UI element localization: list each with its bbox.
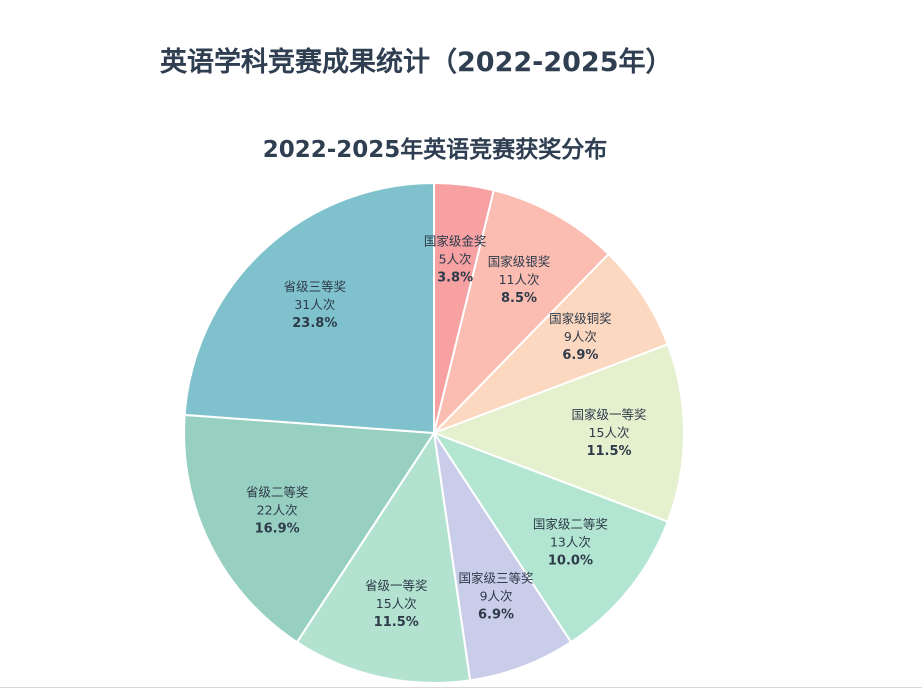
slice-label-value: 9人次 xyxy=(564,329,597,344)
slice-label-value: 31人次 xyxy=(294,297,335,312)
slice-label-1: 国家级银奖 11人次 8.5% xyxy=(488,254,551,306)
slice-label-value: 15人次 xyxy=(376,596,417,611)
slice-label-name: 省级三等奖 xyxy=(284,279,347,294)
slice-label-percent: 10.0% xyxy=(548,554,593,569)
slice-label-7: 省级二等奖 22人次 16.9% xyxy=(246,485,309,537)
slice-label-percent: 11.5% xyxy=(374,615,419,630)
pie-slice-5 xyxy=(433,432,573,682)
pie-slice-8 xyxy=(183,181,435,435)
slice-label-8: 省级三等奖 31人次 23.8% xyxy=(284,279,347,331)
slice-label-percent: 16.9% xyxy=(255,522,300,537)
slice-label-0: 国家级金奖 5人次 3.8% xyxy=(424,233,487,285)
bottom-divider xyxy=(0,687,922,688)
slice-label-2: 国家级铜奖 9人次 6.9% xyxy=(549,311,612,363)
slice-label-name: 国家级铜奖 xyxy=(549,311,612,326)
slice-label-percent: 6.9% xyxy=(478,608,514,623)
pie-slice-6 xyxy=(295,430,472,684)
slice-label-percent: 8.5% xyxy=(501,291,537,306)
slice-label-percent: 11.5% xyxy=(586,444,631,459)
slice-label-percent: 6.9% xyxy=(562,348,598,363)
pie-slice-7 xyxy=(183,413,436,644)
pie-slice-1 xyxy=(432,189,611,437)
slice-label-value: 13人次 xyxy=(550,535,591,550)
slice-label-6: 省级一等奖 15人次 11.5% xyxy=(365,578,428,630)
slice-label-value: 9人次 xyxy=(480,589,513,604)
pie-slice-3 xyxy=(431,343,685,523)
slice-label-name: 国家级二等奖 xyxy=(533,517,608,532)
slice-label-name: 国家级金奖 xyxy=(424,233,487,248)
chart-title: 2022-2025年英语竞赛获奖分布 xyxy=(262,137,608,163)
pie-slice-4 xyxy=(431,430,670,644)
slice-label-percent: 3.8% xyxy=(437,270,473,285)
pie-slice-2 xyxy=(433,252,670,434)
page-title: 英语学科竞赛成果统计（2022-2025年） xyxy=(160,47,673,78)
slice-label-percent: 23.8% xyxy=(292,316,337,331)
slice-label-4: 国家级二等奖 13人次 10.0% xyxy=(533,517,608,569)
slice-label-value: 15人次 xyxy=(589,425,630,440)
slice-label-name: 国家级银奖 xyxy=(488,254,551,269)
slice-label-name: 国家级三等奖 xyxy=(459,571,534,586)
slice-label-name: 省级一等奖 xyxy=(365,578,428,593)
slice-label-name: 国家级一等奖 xyxy=(571,407,646,422)
slice-label-5: 国家级三等奖 9人次 6.9% xyxy=(459,571,534,623)
slice-label-value: 22人次 xyxy=(257,503,298,518)
slice-label-value: 11人次 xyxy=(499,272,540,287)
slice-label-name: 省级二等奖 xyxy=(246,485,309,500)
slice-label-value: 5人次 xyxy=(439,251,472,266)
slice-label-3: 国家级一等奖 15人次 11.5% xyxy=(571,407,646,459)
